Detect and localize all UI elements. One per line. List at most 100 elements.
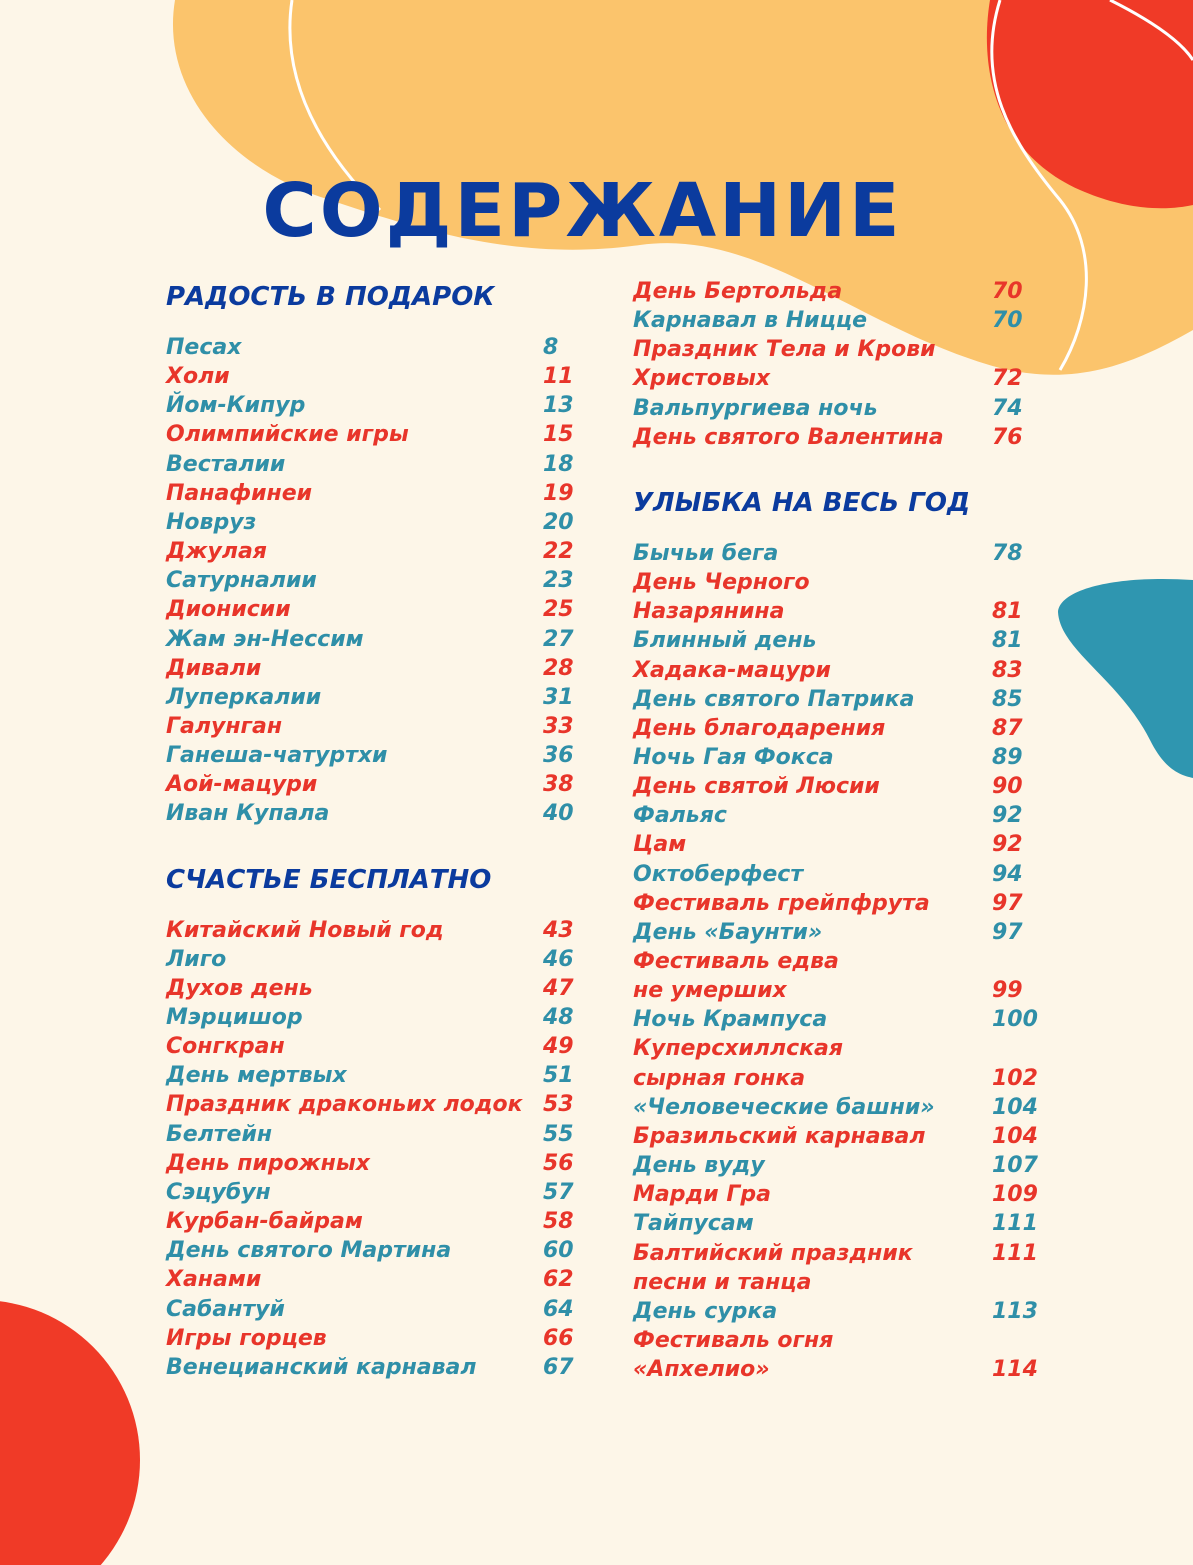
entry-title: Песах xyxy=(166,335,242,360)
page-number: 48 xyxy=(543,1005,574,1030)
entry-title: Лиго xyxy=(166,946,227,972)
page-number: 113 xyxy=(992,1298,1038,1324)
entry-title: Китайский Новый год xyxy=(166,917,444,943)
entry-title: Джулая xyxy=(166,539,267,565)
page-number: 58 xyxy=(543,1209,574,1235)
page-number: 62 xyxy=(543,1267,574,1293)
page-number: 66 xyxy=(543,1325,574,1351)
white-curve xyxy=(990,0,1088,371)
page-number: 46 xyxy=(543,946,574,972)
page-number: 11 xyxy=(543,364,574,390)
entry-title: Праздник драконьих лодок xyxy=(166,1092,523,1118)
entry-title: День пирожных xyxy=(166,1150,370,1176)
entry-title: Фестиваль едва xyxy=(633,949,839,974)
entry-title: сырная гонка xyxy=(633,1065,806,1091)
page-number: 76 xyxy=(992,424,1023,450)
page-number: 43 xyxy=(543,917,574,943)
section-heading: СЧАСТЬЕ БЕСПЛАТНО xyxy=(166,864,492,895)
entry-title: песни и танца xyxy=(633,1269,812,1295)
entry-title: Праздник Тела и Крови xyxy=(633,337,936,363)
entry-title: «Апхелио» xyxy=(633,1357,770,1383)
entry-title: Вальпургиева ночь xyxy=(633,395,878,421)
entry-title: Христовых xyxy=(633,366,771,392)
page-number: 18 xyxy=(543,451,574,477)
page-number: 72 xyxy=(992,366,1023,392)
page-number: 67 xyxy=(543,1354,574,1380)
entry-title: День святого Мартина xyxy=(166,1238,452,1264)
page-number: 114 xyxy=(992,1357,1038,1383)
page-number: 97 xyxy=(992,919,1023,945)
page-number: 92 xyxy=(992,803,1023,829)
page-number: 97 xyxy=(992,890,1023,916)
red-circle xyxy=(0,1301,140,1565)
entry-title: День Черного xyxy=(633,570,810,596)
page-number: 36 xyxy=(543,743,574,769)
entry-title: Аой-мацури xyxy=(166,772,318,798)
entry-title: Сатурналии xyxy=(166,568,317,594)
entry-title: Игры горцев xyxy=(166,1325,327,1351)
page-number: 78 xyxy=(992,540,1023,566)
orange-blob xyxy=(172,0,1193,375)
entry-title: Дивали xyxy=(166,655,262,681)
page-number: 92 xyxy=(992,832,1023,858)
page-number: 89 xyxy=(992,744,1023,770)
white-curve xyxy=(1109,0,1193,61)
red-blob-top xyxy=(986,0,1193,209)
page-number: 47 xyxy=(543,975,574,1001)
entry-title: Назарянина xyxy=(633,599,785,625)
entry-title: Блинный день xyxy=(633,628,817,654)
section-heading: РАДОСТЬ В ПОДАРОК xyxy=(166,282,495,312)
entry-title: Олимпийские игры xyxy=(166,422,409,448)
page-number: 70 xyxy=(992,279,1023,304)
entry-title: Ночь Крампуса xyxy=(633,1007,828,1033)
page-number: 38 xyxy=(543,772,574,798)
entry-title: Сонгкран xyxy=(166,1034,285,1060)
page-number: 25 xyxy=(543,597,574,623)
page-number: 49 xyxy=(543,1034,574,1060)
page-number: 74 xyxy=(992,395,1023,421)
page-number: 81 xyxy=(992,599,1023,625)
entry-title: Бразильский карнавал xyxy=(633,1123,926,1149)
page-number: 104 xyxy=(992,1094,1038,1120)
page-number: 104 xyxy=(992,1123,1038,1149)
entry-title: Новруз xyxy=(166,509,257,535)
entry-title: Белтейн xyxy=(166,1121,273,1147)
entry-title: День святого Патрика xyxy=(633,686,915,712)
entry-title: День Бертольда xyxy=(633,279,843,304)
entry-title: Бычьи бега xyxy=(633,540,779,566)
teal-blob xyxy=(1058,578,1193,778)
page-number: 100 xyxy=(992,1007,1038,1033)
entry-title: Ганеша-чатуртхи xyxy=(166,743,388,769)
page-number: 20 xyxy=(543,509,574,535)
page-number: 94 xyxy=(992,861,1023,887)
page-number: 40 xyxy=(543,801,574,827)
page-number: 23 xyxy=(543,568,574,594)
page-number: 53 xyxy=(543,1092,574,1118)
page-number: 87 xyxy=(992,715,1023,741)
entry-title: Луперкалии xyxy=(166,684,322,710)
entry-title: Духов день xyxy=(166,975,313,1001)
entry-title: День святого Валентина xyxy=(633,424,944,450)
entry-title: Цам xyxy=(633,832,687,858)
entry-title: Холи xyxy=(166,364,230,390)
entry-title: Фестиваль грейпфрута xyxy=(633,890,930,916)
entry-title: День святой Люсии xyxy=(633,774,880,800)
entry-title: Курбан-байрам xyxy=(166,1209,363,1235)
entry-title: Фестиваль огня xyxy=(633,1327,834,1353)
entry-title: Октоберфест xyxy=(633,861,804,887)
page-number: 31 xyxy=(543,684,574,710)
page-number: 102 xyxy=(992,1065,1038,1091)
page-number: 8 xyxy=(543,335,559,360)
page-number: 90 xyxy=(992,774,1023,800)
entry-title: Карнавал в Ницце xyxy=(633,308,868,334)
page-number: 51 xyxy=(543,1063,574,1089)
page-number: 28 xyxy=(543,655,574,681)
entry-title: Иван Купала xyxy=(166,801,330,827)
page-number: 27 xyxy=(543,626,574,652)
entry-title: День благодарения xyxy=(633,715,886,741)
entry-title: День мертвых xyxy=(166,1063,347,1089)
page-number: 111 xyxy=(992,1240,1038,1266)
page-number: 107 xyxy=(992,1153,1038,1179)
entry-title: «Человеческие башни» xyxy=(633,1094,935,1120)
